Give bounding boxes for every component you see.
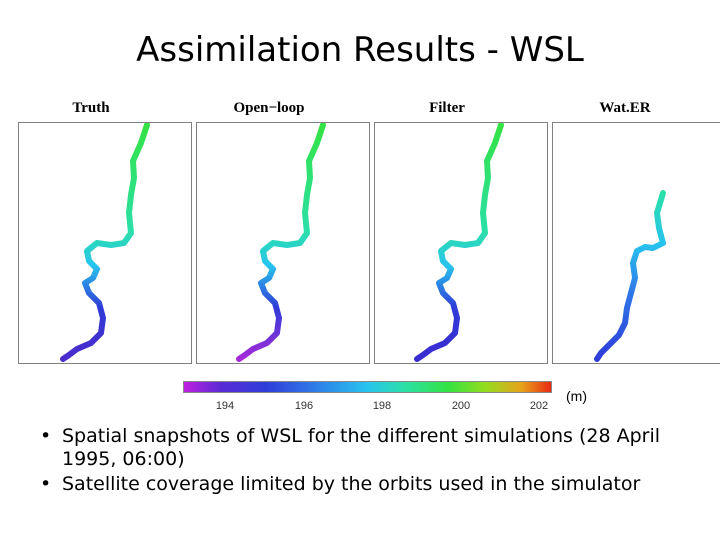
bullet-text: Satellite coverage limited by the orbits… [62, 473, 641, 495]
bullet-dot-icon: • [40, 425, 52, 447]
colorbar-tick: 194 [215, 400, 235, 412]
map-panel-open-loop [196, 122, 370, 364]
colorbar-tick: 202 [529, 400, 549, 412]
river-map-filter [414, 123, 504, 362]
colorbar [183, 381, 552, 393]
colorbar-tick: 200 [451, 400, 471, 412]
bullet-dot-icon: • [40, 473, 52, 495]
colorbar-tick: 198 [372, 400, 392, 412]
map-panel-water [552, 122, 720, 364]
map-panel-truth [18, 122, 192, 364]
colorbar-unit: (m) [566, 388, 587, 404]
river-map-water [594, 190, 666, 362]
bullet-list: • Spatial snapshots of WSL for the differ… [40, 425, 700, 498]
colorbar-tick: 196 [294, 400, 314, 412]
panel-title-truth: Truth [72, 100, 110, 116]
river-map-open-loop [236, 123, 326, 362]
river-map-truth [60, 123, 150, 362]
bullet-text: Spatial snapshots of WSL for the differe… [62, 425, 661, 470]
panel-title-open-loop: Open−loop [233, 100, 305, 116]
panel-title-filter: Filter [429, 100, 465, 116]
slide-title: Assimilation Results - WSL [136, 30, 584, 70]
map-panel-filter [374, 122, 548, 364]
bullet-item: • Satellite coverage limited by the orbit… [40, 473, 700, 496]
bullet-item: • Spatial snapshots of WSL for the differ… [40, 425, 700, 471]
panel-title-water: Wat.ER [599, 100, 651, 116]
